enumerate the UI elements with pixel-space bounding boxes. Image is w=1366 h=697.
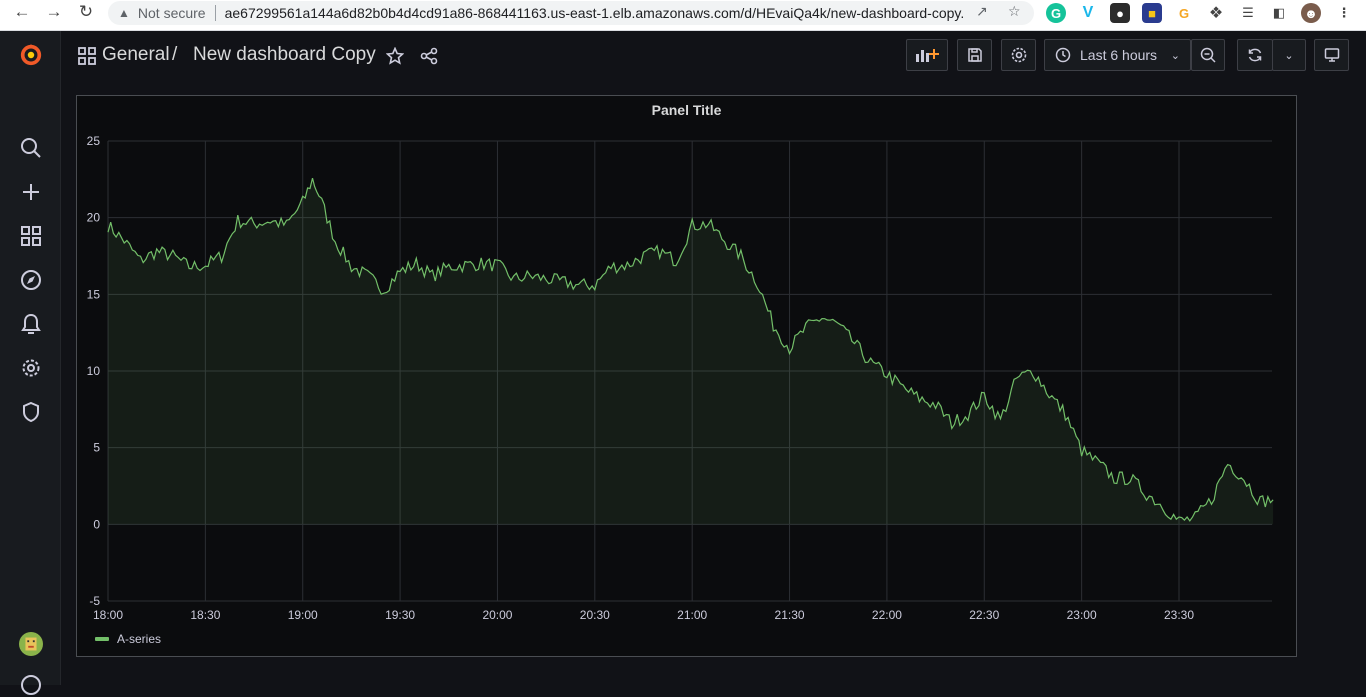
x-tick-label: 22:30 bbox=[969, 608, 999, 622]
dashboard-navbar: General / New dashboard Copy Last 6 hour… bbox=[61, 31, 1366, 81]
search-icon[interactable] bbox=[19, 136, 43, 160]
share-page-icon[interactable]: ↗ bbox=[976, 3, 988, 19]
explore-compass-icon[interactable] bbox=[19, 268, 43, 292]
media-queue-icon[interactable]: ☰ bbox=[1242, 5, 1254, 20]
dashboard-settings-button[interactable] bbox=[1001, 39, 1036, 71]
time-range-picker[interactable]: Last 6 hours ⌄ bbox=[1044, 39, 1191, 71]
breadcrumb-folder[interactable]: General bbox=[102, 44, 170, 65]
dashboard-title[interactable]: New dashboard Copy bbox=[193, 44, 376, 65]
x-tick-label: 20:00 bbox=[482, 608, 512, 622]
x-tick-label: 18:00 bbox=[93, 608, 123, 622]
y-tick-label: 20 bbox=[87, 211, 101, 225]
chevron-down-icon: ⌄ bbox=[1170, 49, 1180, 62]
security-label: Not secure bbox=[137, 5, 206, 21]
profile-avatar-icon[interactable]: ☻ bbox=[1301, 3, 1321, 23]
extensions-puzzle-icon[interactable]: ❖ bbox=[1208, 5, 1224, 22]
x-tick-label: 19:30 bbox=[385, 608, 415, 622]
x-tick-label: 20:30 bbox=[580, 608, 610, 622]
add-panel-button[interactable] bbox=[906, 39, 948, 71]
omnibox-divider bbox=[214, 5, 216, 21]
bookmark-star-icon[interactable]: ☆ bbox=[1008, 3, 1021, 19]
time-range-label: Last 6 hours bbox=[1080, 47, 1158, 63]
url-text[interactable]: ae67299561a144a6d82b0b4d4cd91a86-8684411… bbox=[224, 5, 965, 21]
x-tick-label: 23:30 bbox=[1164, 608, 1194, 622]
tv-mode-button[interactable] bbox=[1314, 39, 1349, 71]
time-series-chart[interactable]: -5 0 5 10 15 20 25 18:00 18:30 19:00 19:30 20:00 20:… bbox=[77, 96, 1296, 656]
x-tick-label: 18:30 bbox=[190, 608, 220, 622]
y-tick-label: 0 bbox=[93, 517, 100, 531]
add-panel-chart-icon bbox=[916, 49, 939, 62]
address-bar[interactable]: ▲ Not secure ae67299561a144a6d82b0b4d4cd… bbox=[108, 1, 1034, 25]
zoom-out-button[interactable] bbox=[1191, 39, 1225, 71]
plus-icon[interactable] bbox=[19, 180, 43, 204]
breadcrumb-separator: / bbox=[172, 44, 178, 65]
series-area-fill bbox=[108, 178, 1274, 525]
settings-gear-icon bbox=[1011, 47, 1026, 63]
y-tick-label: 10 bbox=[87, 364, 101, 378]
y-tick-label: 15 bbox=[87, 287, 101, 301]
more-menu-icon[interactable]: ⋮ bbox=[1337, 5, 1351, 20]
configuration-gear-icon[interactable] bbox=[19, 356, 43, 380]
spy-extension-icon[interactable]: ● bbox=[1110, 3, 1130, 23]
zoom-out-icon bbox=[1200, 47, 1216, 63]
vimeo-extension-icon[interactable]: V bbox=[1082, 4, 1094, 21]
grammarly-extension-icon[interactable]: G bbox=[1046, 3, 1066, 23]
refresh-chevron-down-icon: ⌄ bbox=[1284, 49, 1294, 62]
dashboards-grid-icon[interactable] bbox=[19, 224, 43, 248]
y-tick-label: 5 bbox=[93, 441, 100, 455]
clock-icon bbox=[1055, 47, 1071, 63]
x-tick-label: 21:00 bbox=[677, 608, 707, 622]
dashboard-grid-icon bbox=[75, 44, 99, 68]
graph-panel[interactable]: Panel Title -5 0 5 10 15 20 25 18:00 18:30 19:00 1… bbox=[76, 95, 1297, 657]
x-tick-label: 21:30 bbox=[775, 608, 805, 622]
sidebar bbox=[0, 31, 61, 695]
legend-swatch bbox=[95, 637, 109, 641]
server-admin-shield-icon[interactable] bbox=[19, 400, 43, 424]
refresh-icon bbox=[1248, 48, 1262, 62]
help-icon[interactable] bbox=[19, 673, 43, 697]
forward-arrow-icon[interactable]: → bbox=[45, 2, 63, 21]
y-tick-label: -5 bbox=[89, 594, 100, 608]
warning-icon: ▲ bbox=[118, 6, 130, 20]
panel-title[interactable]: Panel Title bbox=[651, 102, 722, 118]
back-arrow-icon[interactable]: ← bbox=[13, 2, 31, 21]
y-tick-label: 25 bbox=[87, 134, 101, 148]
puzzle-game-extension-icon[interactable]: ■ bbox=[1142, 3, 1162, 23]
g-extension-icon[interactable]: G bbox=[1178, 5, 1190, 21]
reload-icon[interactable]: ↻ bbox=[78, 2, 94, 21]
x-tick-label: 19:00 bbox=[288, 608, 318, 622]
alerting-bell-icon[interactable] bbox=[19, 312, 43, 336]
grafana-logo-icon[interactable] bbox=[19, 43, 43, 67]
share-icon[interactable] bbox=[417, 44, 441, 68]
browser-toolbar: ← → ↻ ▲ Not secure ae67299561a144a6d82b0… bbox=[0, 0, 1366, 31]
refresh-button[interactable] bbox=[1237, 39, 1273, 71]
star-favorite-icon[interactable] bbox=[383, 44, 407, 68]
user-avatar-icon[interactable] bbox=[19, 632, 43, 656]
save-icon bbox=[967, 48, 982, 62]
series-line bbox=[107, 177, 1274, 522]
save-dashboard-button[interactable] bbox=[957, 39, 992, 71]
monitor-icon bbox=[1324, 48, 1339, 62]
legend: A-series bbox=[95, 632, 161, 646]
refresh-interval-dropdown[interactable]: ⌄ bbox=[1272, 39, 1306, 71]
x-tick-label: 23:00 bbox=[1067, 608, 1097, 622]
side-panel-icon[interactable]: ◧ bbox=[1272, 5, 1286, 20]
legend-series-label[interactable]: A-series bbox=[117, 632, 162, 646]
x-tick-label: 22:00 bbox=[872, 608, 902, 622]
